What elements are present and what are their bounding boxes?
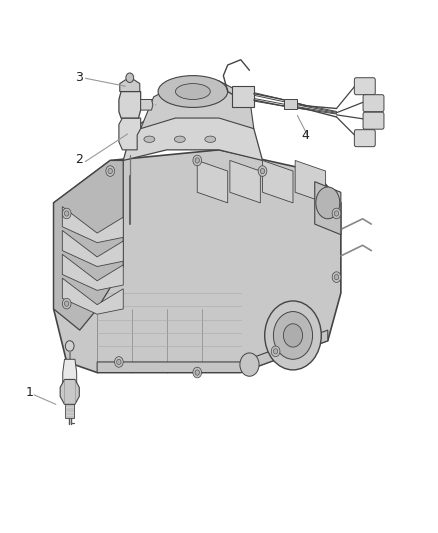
Circle shape: [115, 357, 123, 367]
Polygon shape: [123, 108, 262, 160]
Ellipse shape: [205, 136, 216, 142]
Polygon shape: [62, 230, 123, 266]
Circle shape: [195, 370, 199, 375]
Circle shape: [271, 346, 280, 357]
Text: 4: 4: [302, 129, 310, 142]
Polygon shape: [53, 150, 341, 373]
Polygon shape: [232, 86, 254, 108]
Polygon shape: [53, 160, 123, 330]
FancyBboxPatch shape: [363, 112, 384, 129]
Polygon shape: [62, 207, 123, 243]
Polygon shape: [230, 160, 260, 203]
Circle shape: [334, 211, 339, 216]
Polygon shape: [60, 379, 79, 405]
Polygon shape: [315, 182, 341, 235]
Circle shape: [273, 312, 313, 359]
Text: 2: 2: [75, 153, 83, 166]
Polygon shape: [65, 405, 74, 418]
Circle shape: [240, 353, 259, 376]
Circle shape: [332, 272, 341, 282]
Circle shape: [64, 211, 69, 216]
Ellipse shape: [176, 84, 210, 100]
Polygon shape: [262, 160, 293, 203]
Text: 3: 3: [75, 71, 83, 84]
Circle shape: [108, 168, 113, 174]
Polygon shape: [119, 92, 141, 118]
Circle shape: [260, 168, 265, 174]
Circle shape: [258, 166, 267, 176]
Polygon shape: [120, 80, 140, 92]
Circle shape: [334, 274, 339, 280]
Ellipse shape: [144, 136, 155, 142]
Polygon shape: [197, 160, 228, 203]
Ellipse shape: [158, 76, 228, 108]
Circle shape: [126, 73, 134, 83]
Circle shape: [65, 341, 74, 351]
Circle shape: [64, 301, 69, 306]
Text: 1: 1: [26, 386, 34, 399]
Circle shape: [332, 208, 341, 219]
Circle shape: [193, 367, 201, 378]
Polygon shape: [97, 330, 328, 373]
FancyBboxPatch shape: [354, 78, 375, 95]
Circle shape: [193, 155, 201, 166]
Circle shape: [273, 349, 278, 354]
Circle shape: [117, 359, 121, 365]
Circle shape: [283, 324, 303, 347]
Polygon shape: [141, 81, 254, 128]
Polygon shape: [284, 100, 297, 109]
FancyBboxPatch shape: [354, 130, 375, 147]
Polygon shape: [63, 359, 77, 389]
Polygon shape: [119, 118, 141, 150]
FancyBboxPatch shape: [363, 95, 384, 112]
Circle shape: [62, 208, 71, 219]
Polygon shape: [62, 254, 123, 290]
Polygon shape: [62, 278, 123, 314]
Polygon shape: [141, 100, 153, 110]
Circle shape: [195, 158, 199, 163]
Polygon shape: [295, 160, 325, 203]
Ellipse shape: [316, 187, 340, 219]
Ellipse shape: [174, 136, 185, 142]
Circle shape: [62, 298, 71, 309]
Circle shape: [265, 301, 321, 370]
Circle shape: [106, 166, 115, 176]
